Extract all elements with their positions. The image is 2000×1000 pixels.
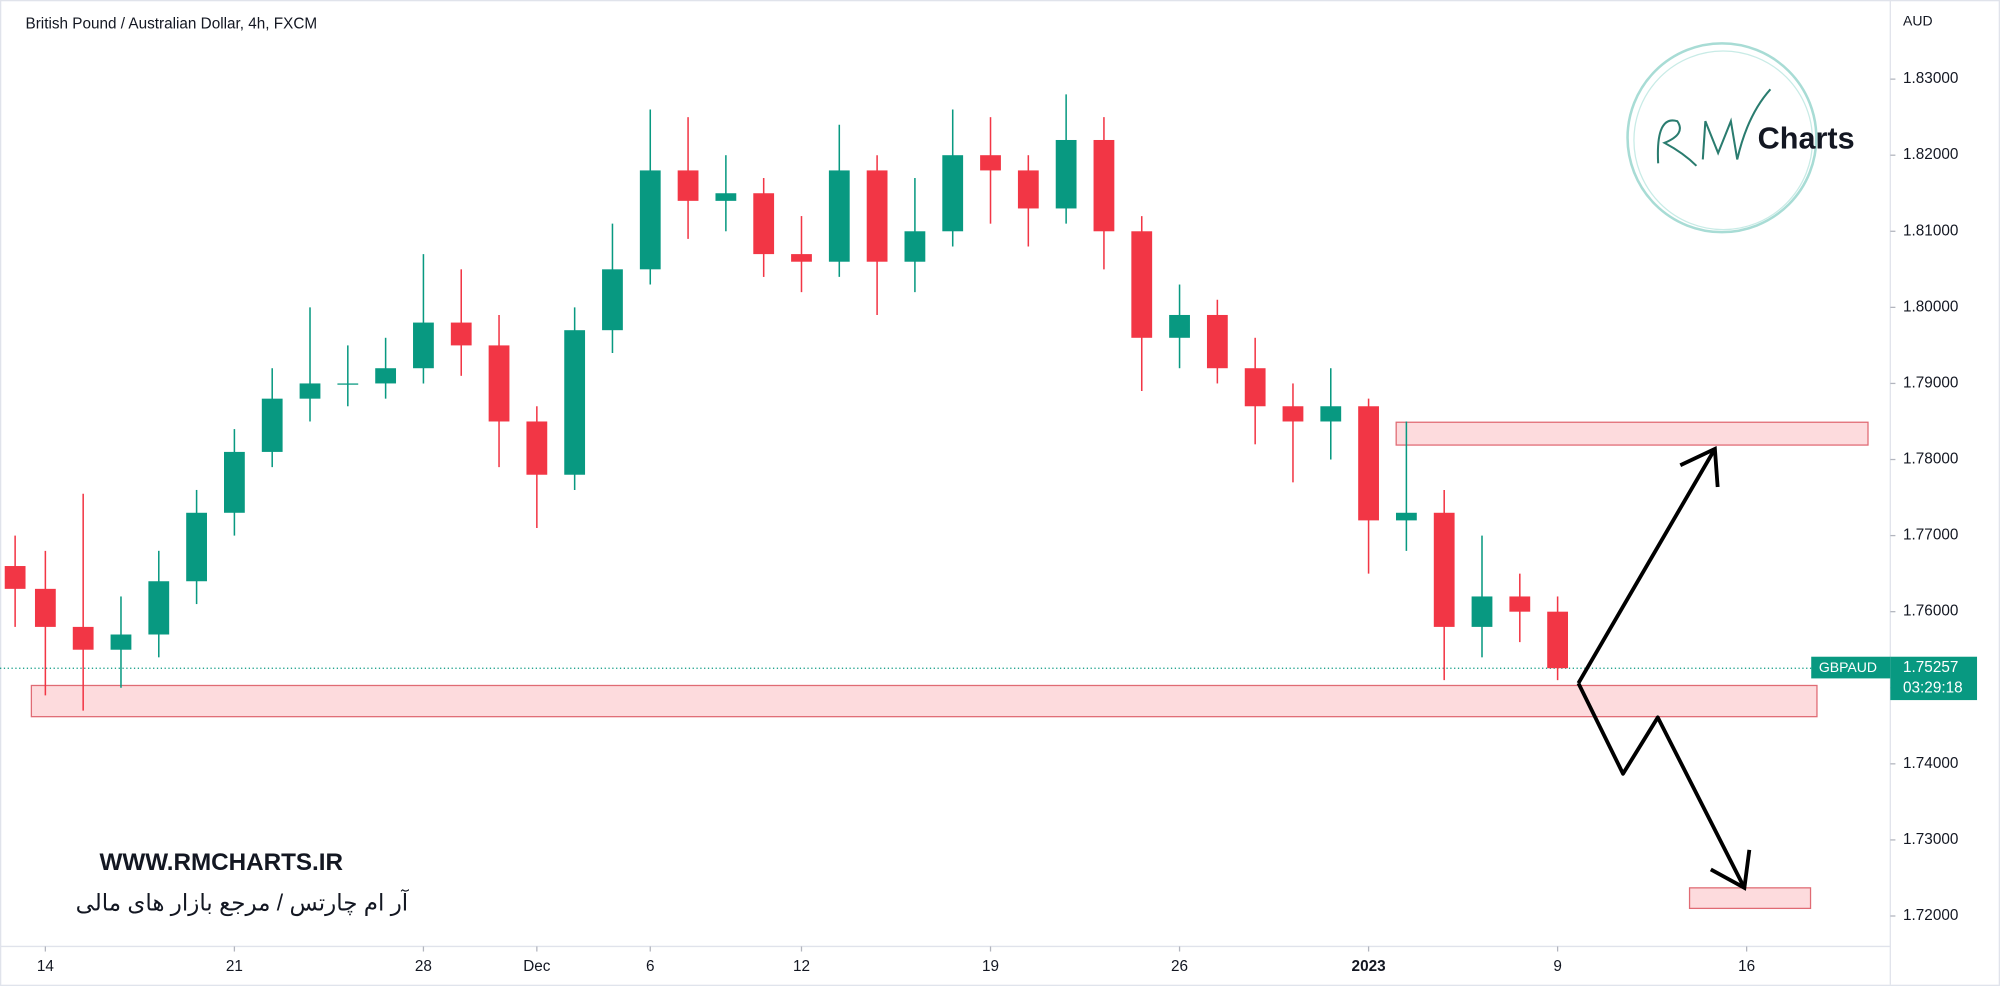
candle-body — [1358, 406, 1379, 521]
symbol-tag — [1811, 656, 1891, 679]
candle-body — [261, 398, 283, 452]
logo-glyph — [1656, 88, 1772, 167]
arrow-head — [1709, 849, 1752, 891]
candle-body — [413, 322, 434, 369]
zone — [30, 684, 1818, 718]
candle-body — [828, 170, 850, 262]
candle-body — [1320, 406, 1342, 422]
candle-body — [450, 322, 472, 346]
watermark-tagline: آر ام چارتس / مرجع بازار های مالی — [76, 888, 410, 916]
candle-body — [299, 383, 321, 399]
y-tick-label: 1.81000 — [1903, 222, 1958, 239]
x-tick-label: 16 — [1738, 958, 1755, 975]
y-tick-label: 1.80000 — [1903, 298, 1958, 315]
price-tag — [1890, 656, 1978, 701]
candle-body — [224, 451, 245, 513]
candle-body — [904, 231, 926, 262]
candle-body — [639, 170, 661, 270]
x-tick-label: 6 — [646, 958, 655, 975]
chart-title: British Pound / Australian Dollar, 4h, F… — [26, 15, 318, 32]
y-tick-label: 1.82000 — [1903, 146, 1958, 163]
zone — [1688, 887, 1812, 910]
candle-body — [72, 626, 94, 650]
countdown-label: 03:29:18 — [1903, 680, 1963, 697]
y-tick-label: 1.78000 — [1903, 451, 1958, 468]
candle-body — [564, 330, 586, 475]
candle-body — [1131, 231, 1153, 338]
logo: Charts — [1626, 42, 1855, 234]
candle-body — [791, 254, 812, 262]
y-tick-label: 1.76000 — [1903, 603, 1958, 620]
logo-ring — [1633, 50, 1814, 231]
candle-body — [526, 421, 548, 475]
candle-body — [980, 155, 1001, 171]
candle-body — [1017, 170, 1039, 209]
logo-text: Charts — [1758, 121, 1855, 155]
y-tick-label: 1.74000 — [1903, 755, 1958, 772]
candle-body — [4, 566, 26, 589]
candle-body — [1509, 596, 1531, 612]
candle-body — [148, 581, 170, 635]
x-tick-label: 2023 — [1352, 958, 1386, 975]
symbol-label: GBPAUD — [1819, 659, 1877, 675]
arrow — [1576, 447, 1717, 685]
last-price-label: 1.75257 — [1903, 659, 1958, 676]
x-tick-label: 9 — [1553, 958, 1562, 975]
candle-body — [34, 588, 56, 627]
candle-body — [1169, 314, 1190, 338]
x-tick-label: 26 — [1171, 958, 1188, 975]
candle-body — [488, 345, 510, 422]
candle-body — [1547, 611, 1569, 669]
candle-body — [1471, 596, 1493, 627]
currency-label: AUD — [1903, 12, 1933, 28]
logo-ring — [1626, 42, 1818, 234]
y-tick-label: 1.79000 — [1903, 374, 1958, 391]
x-tick-label: 21 — [226, 958, 243, 975]
arrow-head — [1679, 445, 1720, 488]
candle-body — [1433, 512, 1455, 627]
x-tick-label: 14 — [37, 958, 55, 975]
arrow — [1576, 682, 1747, 889]
y-tick-label: 1.77000 — [1903, 527, 1958, 544]
zone — [1395, 421, 1869, 446]
candle-body — [677, 170, 699, 201]
candle-body — [1395, 512, 1417, 521]
candle-body — [375, 368, 397, 384]
y-tick-label: 1.72000 — [1903, 907, 1958, 924]
candle-body — [602, 269, 623, 331]
candle-body — [186, 512, 207, 582]
y-tick-label: 1.73000 — [1903, 831, 1958, 848]
candle-body — [1055, 139, 1077, 209]
candle-body — [753, 193, 775, 255]
plot-area — [0, 94, 1891, 910]
x-tick-label: 12 — [793, 958, 810, 975]
y-tick-label: 1.83000 — [1903, 70, 1958, 87]
candle-body — [1244, 368, 1266, 407]
candle-body — [337, 383, 359, 385]
candle-body — [1282, 406, 1304, 422]
x-tick-label: 19 — [982, 958, 999, 975]
candle-body — [1206, 314, 1228, 369]
watermark-url: WWW.RMCHARTS.IR — [99, 849, 343, 876]
candle-body — [110, 634, 132, 650]
x-tick-label: 28 — [415, 958, 432, 975]
candle-body — [1093, 139, 1115, 232]
x-tick-label: Dec — [523, 958, 551, 975]
candle-body — [942, 155, 964, 232]
candle-body — [715, 193, 737, 201]
candle-body — [866, 170, 888, 262]
